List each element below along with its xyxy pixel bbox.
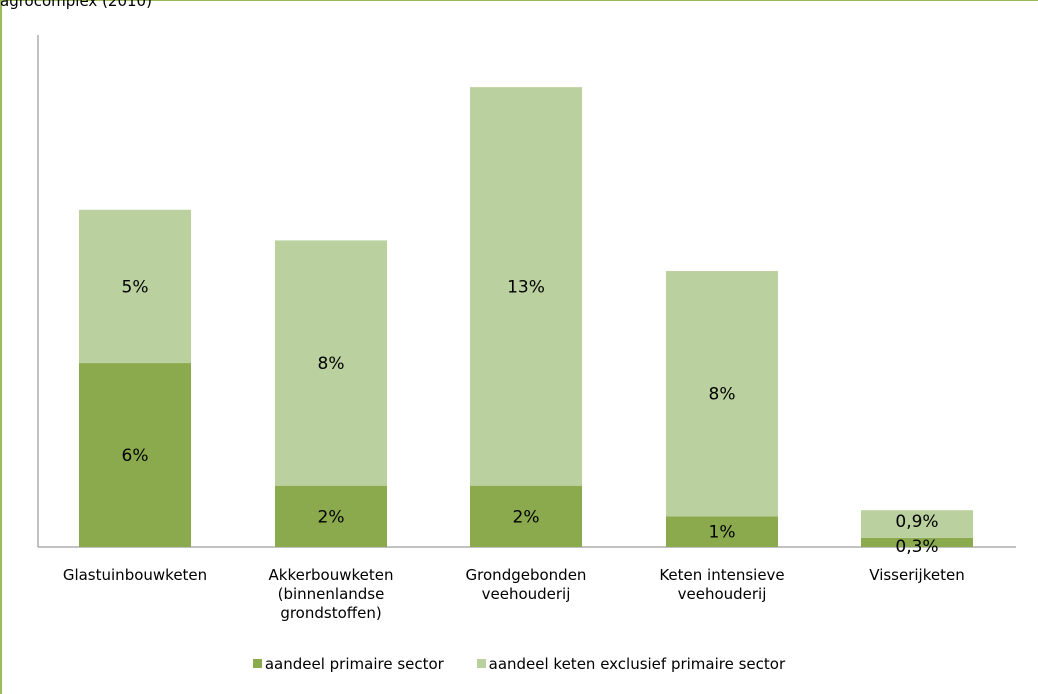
bar-keten-intensieve-chain (666, 271, 778, 517)
data-label-keten-intensieve-chain: 8% (709, 385, 736, 405)
bar-glastuinbouwketen-primary (79, 363, 191, 547)
legend-swatch-chain (476, 659, 486, 668)
data-label-grondgebonden-primary: 2% (513, 507, 540, 527)
bar-keten-intensieve-primary (666, 516, 778, 547)
data-label-glastuinbouwketen-chain: 5% (122, 277, 149, 297)
legend-item-primary: aandeel primaire sector (252, 654, 444, 674)
bar-grondgebonden-primary (470, 485, 582, 547)
bar-akkerbouwketen-chain (275, 240, 387, 486)
legend-label-chain: aandeel keten exclusief primaire sector (488, 655, 786, 673)
x-tick-label-visserijketen: Visserijketen (869, 566, 965, 584)
data-label-visserijketen-primary: 0,3% (895, 537, 938, 557)
data-label-grondgebonden-chain: 13% (507, 277, 545, 297)
legend-label-primary: aandeel primaire sector (264, 655, 444, 673)
bar-visserijketen-chain (861, 510, 973, 538)
bar-glastuinbouwketen-chain (79, 209, 191, 364)
x-tick-label-akkerbouwketen: Akkerbouwketen (binnenlandse grondstoffen) (268, 566, 394, 622)
bar-akkerbouwketen-primary (275, 485, 387, 547)
bar-grondgebonden-chain (470, 87, 582, 486)
data-label-akkerbouwketen-chain: 8% (318, 354, 345, 374)
data-label-akkerbouwketen-primary: 2% (318, 507, 345, 527)
data-label-keten-intensieve-primary: 1% (709, 523, 736, 543)
legend: aandeel primaire sector aandeel keten ex… (0, 654, 1038, 674)
legend-swatch-primary (252, 659, 262, 668)
x-tick-label-keten-intensieve: Keten intensieve veehouderij (659, 566, 785, 603)
data-label-visserijketen-chain: 0,9% (895, 512, 938, 532)
bar-visserijketen-primary (861, 537, 973, 547)
x-tick-label-glastuinbouwketen: Glastuinbouwketen (62, 566, 208, 584)
chart-title: agrocomplex (2010) (0, 0, 152, 10)
legend-item-chain: aandeel keten exclusief primaire sector (476, 654, 786, 674)
x-tick-label-grondgebonden: Grondgebonden veehouderij (465, 566, 587, 603)
data-label-glastuinbouwketen-primary: 6% (122, 446, 149, 466)
